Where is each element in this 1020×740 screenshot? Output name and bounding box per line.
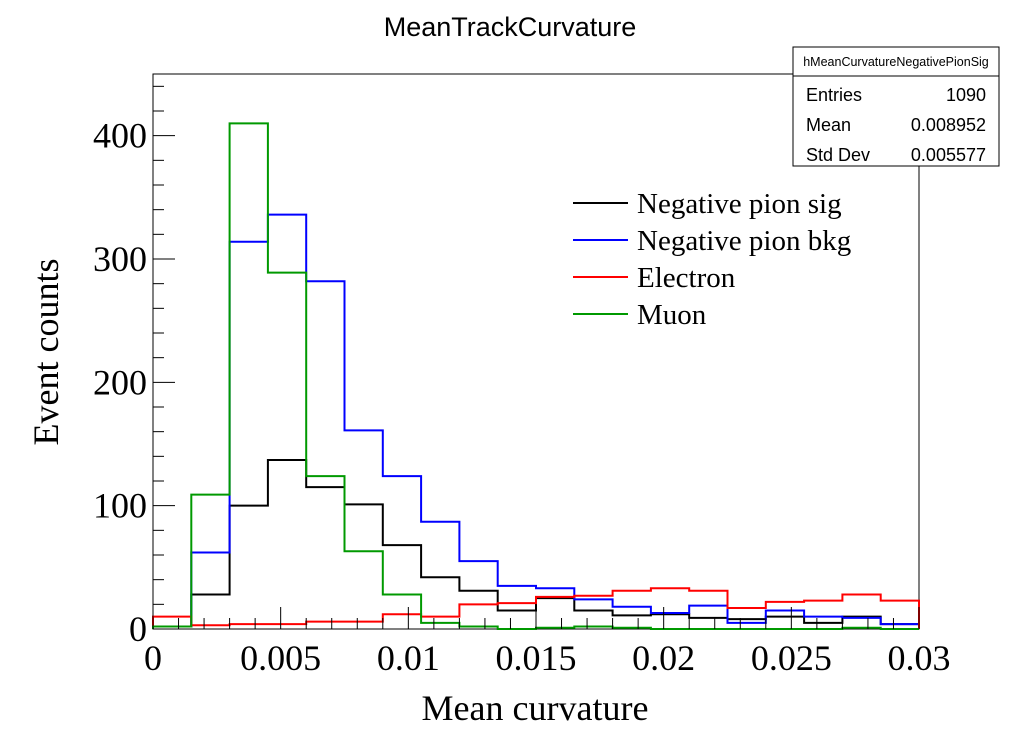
legend-label-3: Muon <box>637 299 707 331</box>
x-tick-label: 0.005 <box>240 638 321 678</box>
y-tick-label: 200 <box>93 362 147 402</box>
chart-title: MeanTrackCurvature <box>384 12 637 42</box>
x-tick-label: 0.03 <box>888 638 951 678</box>
stats-box: hMeanCurvatureNegativePionSig Entries 1090… <box>792 46 1000 167</box>
stats-box-name: hMeanCurvatureNegativePionSig <box>803 55 989 69</box>
series-line-0 <box>152 459 920 629</box>
x-tick-label: 0.025 <box>751 638 832 678</box>
x-tick-label: 0.015 <box>496 638 577 678</box>
y-tick-label: 300 <box>93 239 147 279</box>
axes-layer: 0 0.005 0.01 0.015 0.02 0.025 0.03 0 100 200 300 40… <box>93 85 951 678</box>
legend-label-1: Negative pion bkg <box>637 225 851 257</box>
stats-value-1: 0.008952 <box>911 115 986 135</box>
stats-label-2: Std Dev <box>806 145 870 165</box>
x-tick-label: 0 <box>144 638 162 678</box>
legend: Negative pion sig Negative pion bkg Electr… <box>573 188 851 331</box>
legend-label-0: Negative pion sig <box>637 188 842 220</box>
series-line-1 <box>152 213 920 629</box>
y-tick-label: 100 <box>93 486 147 526</box>
y-tick-label: 0 <box>129 609 147 649</box>
x-axis-label: Mean curvature <box>422 688 649 728</box>
stats-label-1: Mean <box>806 115 851 135</box>
stats-label-0: Entries <box>806 85 862 105</box>
x-tick-label: 0.02 <box>632 638 695 678</box>
stats-box-frame <box>792 46 1000 167</box>
y-tick-label: 400 <box>93 116 147 156</box>
legend-label-2: Electron <box>637 262 736 294</box>
stats-value-2: 0.005577 <box>911 145 986 165</box>
series-line-2 <box>152 587 920 629</box>
stats-value-0: 1090 <box>946 85 986 105</box>
y-axis-label: Event counts <box>26 259 66 446</box>
x-tick-label: 0.01 <box>377 638 440 678</box>
